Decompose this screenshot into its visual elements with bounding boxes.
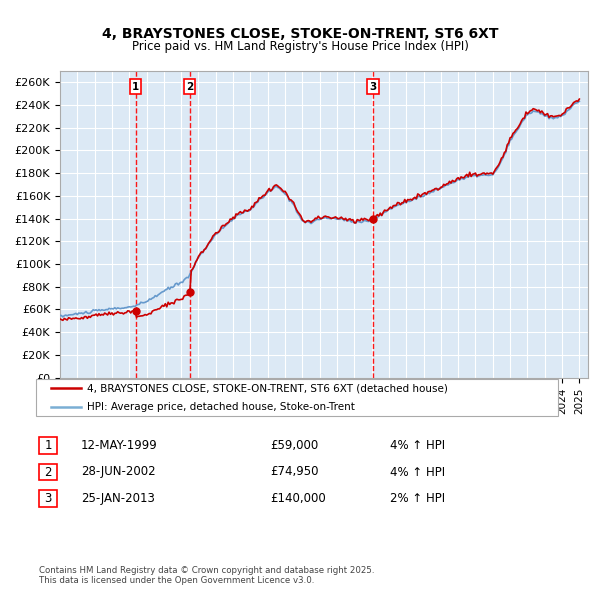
Text: 4, BRAYSTONES CLOSE, STOKE-ON-TRENT, ST6 6XT: 4, BRAYSTONES CLOSE, STOKE-ON-TRENT, ST6… <box>102 27 498 41</box>
Text: 3: 3 <box>44 492 52 505</box>
Text: 3: 3 <box>369 81 376 91</box>
Text: 4% ↑ HPI: 4% ↑ HPI <box>390 466 445 478</box>
Text: £140,000: £140,000 <box>270 492 326 505</box>
Text: £74,950: £74,950 <box>270 466 319 478</box>
Text: 2: 2 <box>44 466 52 478</box>
Text: 25-JAN-2013: 25-JAN-2013 <box>81 492 155 505</box>
Text: 2% ↑ HPI: 2% ↑ HPI <box>390 492 445 505</box>
Text: 12-MAY-1999: 12-MAY-1999 <box>81 439 158 452</box>
Text: Contains HM Land Registry data © Crown copyright and database right 2025.
This d: Contains HM Land Registry data © Crown c… <box>39 566 374 585</box>
Text: 28-JUN-2002: 28-JUN-2002 <box>81 466 155 478</box>
Text: 4, BRAYSTONES CLOSE, STOKE-ON-TRENT, ST6 6XT (detached house): 4, BRAYSTONES CLOSE, STOKE-ON-TRENT, ST6… <box>87 384 448 393</box>
Text: 1: 1 <box>132 81 139 91</box>
Text: 2: 2 <box>186 81 193 91</box>
Text: Price paid vs. HM Land Registry's House Price Index (HPI): Price paid vs. HM Land Registry's House … <box>131 40 469 53</box>
Text: £59,000: £59,000 <box>270 439 318 452</box>
Text: 4% ↑ HPI: 4% ↑ HPI <box>390 439 445 452</box>
Text: 1: 1 <box>44 439 52 452</box>
Text: HPI: Average price, detached house, Stoke-on-Trent: HPI: Average price, detached house, Stok… <box>87 402 355 411</box>
